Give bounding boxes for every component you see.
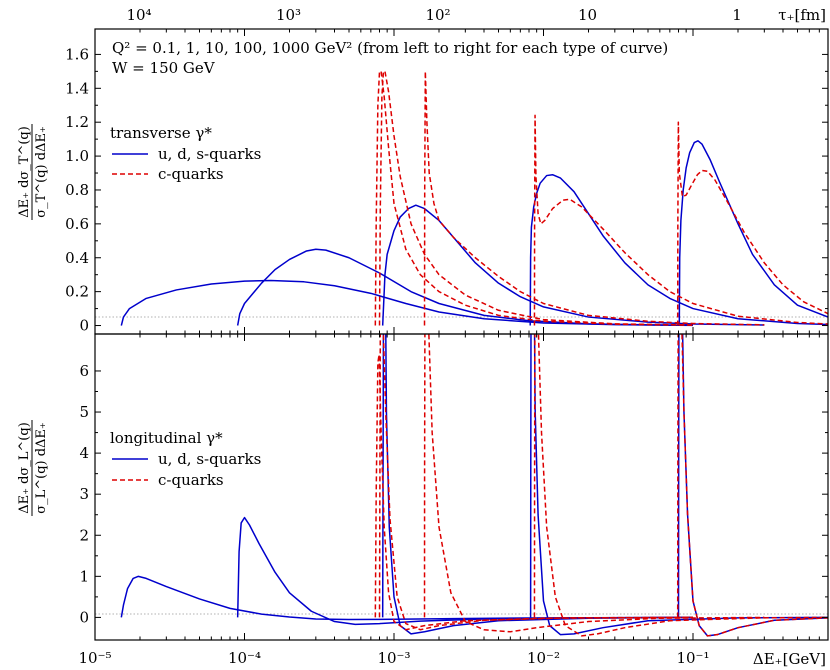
transverse-series-c-curve-1: [374, 70, 693, 326]
longitudinal-y-label: ΔE₊ dσ_L^(q) σ_L^(q) dΔE₊: [17, 420, 49, 516]
transverse-legend-title: transverse γ*: [110, 124, 212, 142]
longitudinal-legend-label-uds: u, d, s-quarks: [158, 450, 261, 468]
annotation-line-2: W = 150 GeV: [112, 59, 216, 77]
x-tick-label: 10⁻⁵: [78, 649, 111, 667]
longitudinal-series-c-curve-2: [378, 334, 693, 631]
longitudinal-series-c-curve-4: [533, 334, 828, 637]
transverse-series-uds-curve-5: [678, 140, 828, 326]
transverse-y-tick-label: 1.4: [65, 79, 89, 97]
longitudinal-y-tick-label: 2: [79, 526, 89, 544]
longitudinal-curves: [120, 334, 828, 637]
longitudinal-legend-label-c: c-quarks: [158, 471, 224, 489]
longitudinal-series-uds-curve-3: [381, 334, 693, 635]
x-axis-bottom: 10⁻⁵ 10⁻⁴ 10⁻³ 10⁻² 10⁻¹: [78, 649, 709, 667]
transverse-panel: 0 0.2 0.4 0.6 0.8 1.0 1.2 1.4 1.6: [65, 28, 829, 335]
transverse-series-c-curve-2: [378, 70, 694, 326]
transverse-y-label: ΔE₊ dσ_T^(q) σ_T^(q) dΔE₊: [17, 124, 49, 220]
transverse-y-tick-label: 0.2: [65, 283, 89, 301]
transverse-y-label-numerator: ΔE₊ dσ_T^(q): [17, 126, 32, 218]
transverse-series-c-curve-5: [676, 121, 828, 326]
longitudinal-legend-title: longitudinal γ*: [110, 429, 223, 447]
x-tick-label: 10⁻³: [377, 649, 410, 667]
transverse-y-tick-label: 0.6: [65, 215, 89, 233]
x-tick-label: 10⁻¹: [676, 649, 709, 667]
transverse-series-uds-curve-1: [120, 279, 693, 327]
longitudinal-y-tick-label: 5: [79, 403, 89, 421]
top-x-tick-label: 1: [732, 6, 742, 24]
transverse-y-label-denominator: σ_T^(q) dΔE₊: [34, 126, 49, 218]
longitudinal-y-tick-label: 4: [79, 444, 89, 462]
x-tick-label: 10⁻²: [527, 649, 560, 667]
transverse-series-c-curve-3: [423, 70, 765, 326]
transverse-series-uds-curve-2: [236, 248, 693, 326]
top-axis-label: τ₊[fm]: [778, 6, 826, 24]
longitudinal-y-tick-label: 1: [79, 567, 89, 585]
longitudinal-panel: 0 1 2 3 4 5 6: [79, 333, 829, 641]
x-axis-label: ΔE₊[GeV]: [753, 650, 826, 668]
transverse-y-tick-label: 1.0: [65, 147, 89, 165]
transverse-y-tick-label: 0.4: [65, 249, 89, 267]
transverse-curves: [120, 70, 828, 327]
transverse-legend-label-uds: u, d, s-quarks: [158, 145, 261, 163]
longitudinal-y-tick-label: 0: [79, 608, 89, 626]
transverse-legend-label-c: c-quarks: [158, 165, 224, 183]
x-axis-top: 10⁴ 10³ 10² 10 1: [126, 6, 741, 24]
longitudinal-legend: longitudinal γ* u, d, s-quarks c-quarks: [110, 429, 261, 489]
annotation-line-1: Q² = 0.1, 1, 10, 100, 1000 GeV² (from le…: [112, 39, 668, 57]
transverse-series-c-curve-4: [533, 114, 828, 326]
x-tick-label: 10⁻⁴: [228, 649, 261, 667]
longitudinal-y-axis: 0 1 2 3 4 5 6: [79, 334, 829, 640]
longitudinal-series-c-curve-5: [676, 334, 828, 637]
transverse-y-axis: 0 0.2 0.4 0.6 0.8 1.0 1.2 1.4 1.6: [65, 29, 829, 335]
top-x-tick-label: 10⁴: [126, 6, 151, 24]
longitudinal-y-label-denominator: σ_L^(q) dΔE₊: [34, 422, 49, 514]
top-x-tick-label: 10³: [276, 6, 301, 24]
transverse-series-uds-curve-4: [529, 173, 828, 326]
transverse-legend: transverse γ* u, d, s-quarks c-quarks: [110, 124, 261, 183]
longitudinal-y-tick-label: 3: [79, 485, 89, 503]
longitudinal-series-uds-curve-2: [236, 516, 693, 626]
longitudinal-series-uds-curve-4: [529, 334, 828, 636]
longitudinal-series-uds-curve-1: [120, 575, 693, 621]
transverse-y-tick-label: 0: [79, 317, 89, 335]
top-x-tick-label: 10²: [425, 6, 450, 24]
transverse-y-tick-label: 0.8: [65, 181, 89, 199]
longitudinal-y-label-numerator: ΔE₊ dσ_L^(q): [17, 422, 32, 514]
transverse-y-tick-label: 1.6: [65, 45, 89, 63]
transverse-y-tick-label: 1.2: [65, 113, 89, 131]
longitudinal-series-uds-curve-5: [677, 334, 828, 637]
longitudinal-frame: [94, 333, 829, 641]
transverse-series-uds-curve-3: [381, 204, 765, 326]
longitudinal-y-tick-label: 6: [79, 362, 89, 380]
top-x-tick-label: 10: [578, 6, 597, 24]
longitudinal-series-c-curve-3: [423, 334, 765, 633]
